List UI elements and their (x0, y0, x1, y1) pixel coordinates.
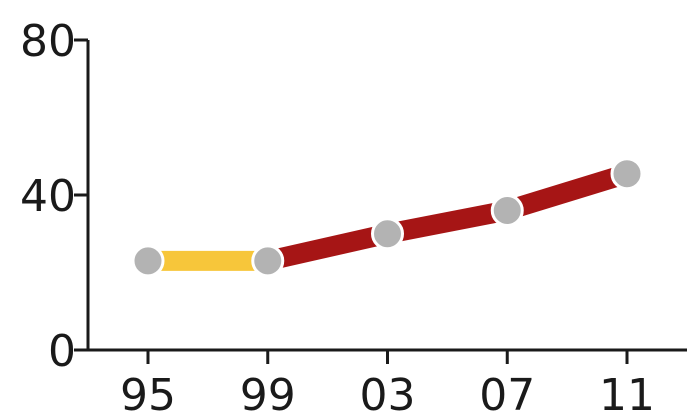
data-points (131, 157, 644, 278)
y-tick-label: 80 (20, 16, 76, 67)
y-tick-labels: 0 40 80 (20, 16, 76, 377)
x-tick-label: 07 (479, 370, 535, 417)
x-tick-label: 95 (120, 370, 176, 417)
data-point (610, 157, 644, 191)
y-tick-label: 0 (48, 326, 76, 377)
line-segments (148, 164, 630, 271)
data-point (251, 244, 285, 278)
data-point (131, 244, 165, 278)
x-tick-label: 03 (360, 370, 416, 417)
line-segment (265, 223, 390, 271)
line-segment (504, 164, 630, 221)
line-segment (385, 200, 510, 244)
x-tick-label: 11 (599, 370, 655, 417)
data-point (371, 217, 404, 251)
x-tick-labels: 95 99 03 07 11 (120, 370, 655, 417)
axes (74, 38, 687, 352)
x-tick-label: 99 (240, 370, 296, 417)
data-point (490, 194, 524, 227)
y-tick-label: 40 (20, 171, 76, 222)
x-ticks (146, 350, 629, 364)
